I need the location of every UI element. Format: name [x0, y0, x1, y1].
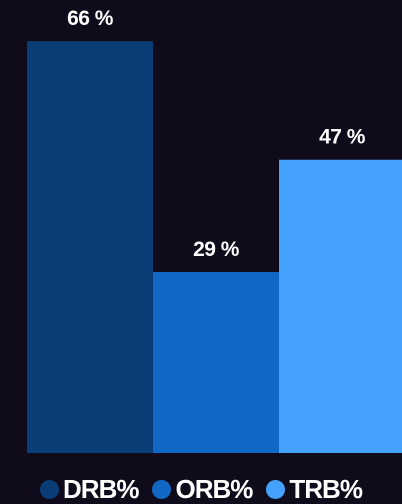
data-labels-group: 66 % 29 % 47 % — [67, 7, 366, 261]
bars-group — [27, 41, 402, 453]
legend: DRB% ORB% TRB% — [0, 474, 402, 504]
legend-item-drb[interactable]: DRB% — [40, 474, 139, 504]
data-label-drb: 66 % — [67, 7, 114, 30]
bar-orb[interactable] — [153, 272, 279, 453]
bar-trb[interactable] — [279, 159, 402, 453]
legend-label-drb: DRB% — [63, 474, 139, 504]
bar-drb[interactable] — [27, 41, 153, 453]
legend-swatch-drb — [40, 479, 60, 499]
legend-item-trb[interactable]: TRB% — [266, 474, 363, 504]
legend-swatch-orb — [152, 479, 172, 499]
legend-label-trb: TRB% — [289, 474, 363, 504]
legend-swatch-trb — [266, 479, 286, 499]
data-label-trb: 47 % — [319, 126, 366, 149]
legend-label-orb: ORB% — [175, 474, 253, 504]
data-label-orb: 29 % — [193, 238, 240, 261]
bar-chart: 66 % 29 % 47 % — [27, 7, 402, 453]
legend-item-orb[interactable]: ORB% — [152, 474, 253, 504]
